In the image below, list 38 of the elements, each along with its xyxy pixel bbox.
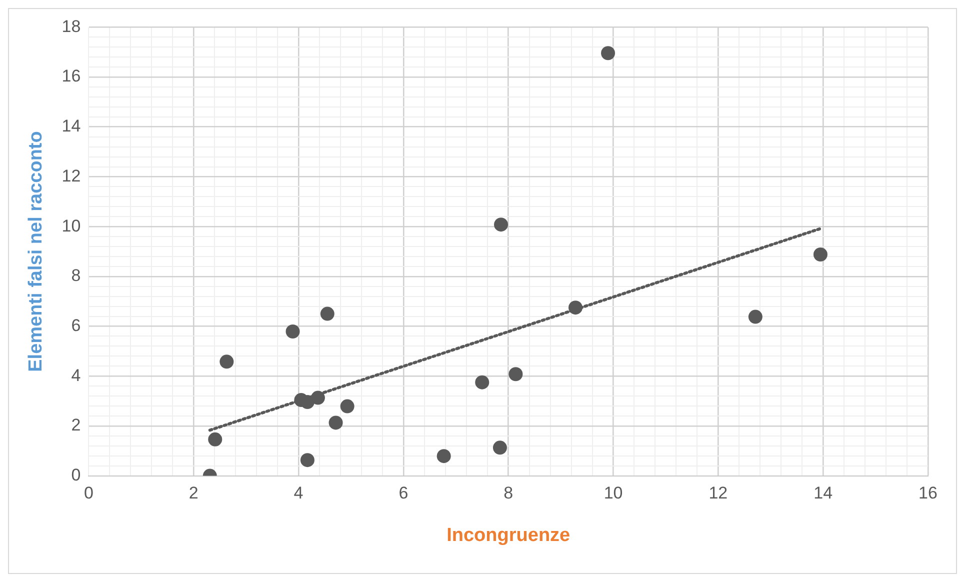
y-tick-label: 2 [71,416,81,435]
x-tick-label: 6 [398,484,408,503]
x-tick-label: 12 [708,484,728,503]
x-axis-title: Incongruenze [446,524,570,546]
y-axis-title: Elementi falsi nel racconto [26,131,47,372]
point [508,367,523,382]
x-tick-label: 4 [294,484,304,503]
point [475,375,490,390]
point [568,300,582,315]
point [492,440,507,455]
x-tick-label: 0 [84,484,94,503]
y-tick-label: 12 [62,166,81,186]
y-tick-label: 0 [71,465,81,484]
point [436,449,451,464]
x-tick-label: 8 [504,484,514,503]
point [601,46,616,60]
x-tick-label: 2 [188,484,198,503]
x-tick-label: 10 [604,484,623,503]
point [286,324,300,338]
point [220,354,234,369]
y-tick-label: 16 [62,66,81,86]
y-tick-label: 4 [71,366,81,385]
point [813,247,828,262]
y-tick-label: 6 [71,316,81,335]
point [340,399,354,414]
point [328,416,343,430]
x-tick-label: 14 [814,484,833,503]
point [494,218,508,232]
y-tick-label: 14 [62,116,81,136]
point [748,310,762,324]
x-tick-label: 16 [918,484,938,503]
point [320,306,334,321]
y-tick-label: 18 [62,16,81,36]
point [310,390,325,405]
point [300,453,314,468]
y-tick-label: 8 [71,266,81,286]
point [208,432,222,446]
y-tick-label: 10 [62,216,81,236]
